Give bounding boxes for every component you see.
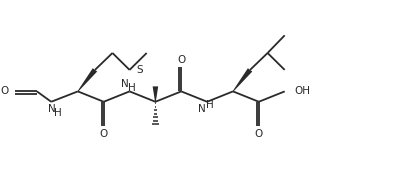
Text: N: N bbox=[48, 104, 55, 114]
Text: N: N bbox=[198, 104, 206, 114]
Polygon shape bbox=[232, 68, 252, 92]
Polygon shape bbox=[152, 86, 158, 102]
Text: S: S bbox=[136, 65, 142, 74]
Text: O: O bbox=[177, 55, 185, 65]
Text: OH: OH bbox=[294, 86, 310, 96]
Text: O: O bbox=[254, 129, 262, 139]
Text: H: H bbox=[205, 100, 213, 110]
Text: N: N bbox=[121, 79, 128, 89]
Text: H: H bbox=[128, 83, 136, 93]
Text: O: O bbox=[0, 86, 8, 96]
Text: H: H bbox=[54, 108, 62, 118]
Text: O: O bbox=[99, 129, 108, 139]
Polygon shape bbox=[77, 68, 97, 92]
